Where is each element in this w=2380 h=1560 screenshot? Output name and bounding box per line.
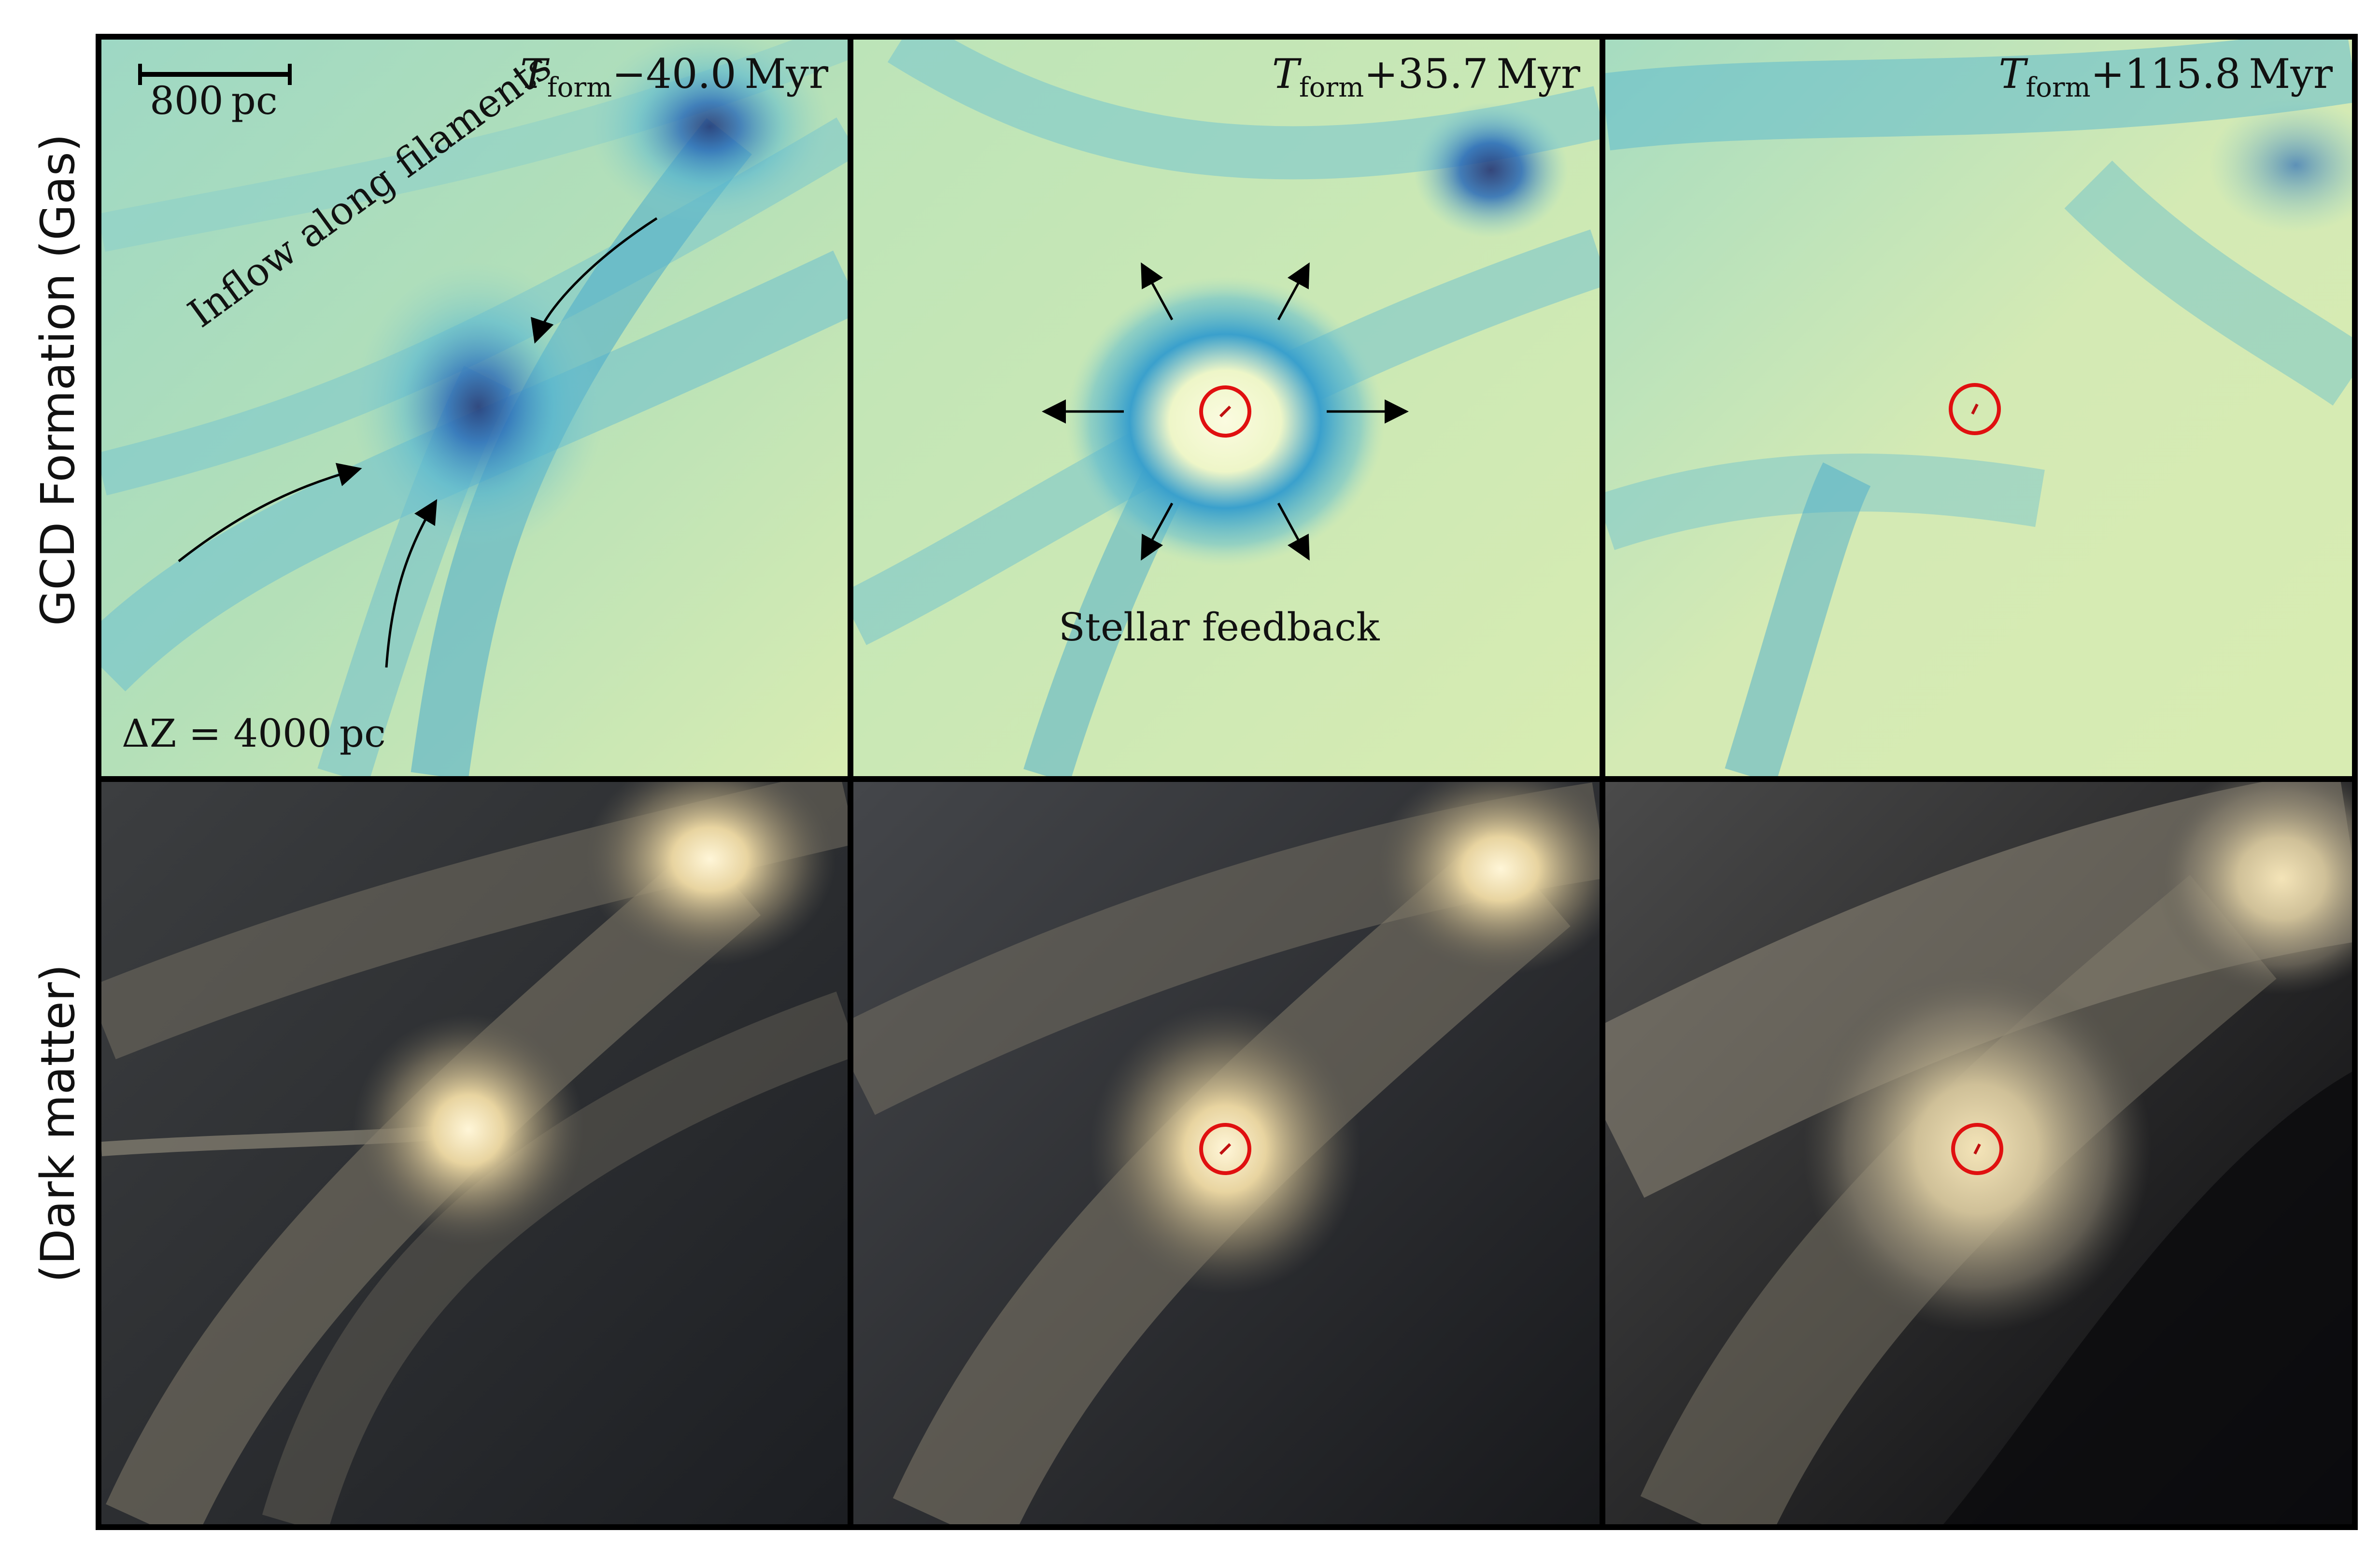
panel-grid: 800 pc Inflow along filaments ΔZ = 4000 … xyxy=(96,34,2358,1530)
gas-panel-2: Stellar feedback Tform+35.7 Myr xyxy=(853,40,1600,776)
depth-label: ΔZ = 4000 pc xyxy=(122,711,386,756)
cluster-marker xyxy=(1951,1123,2003,1175)
cluster-marker xyxy=(1199,385,1251,438)
dm-density-map-2 xyxy=(853,782,1600,1524)
time-offset: +35.7 Myr xyxy=(1364,50,1580,98)
time-label-3: Tform+115.8 Myr xyxy=(1998,50,2333,103)
dm-panel-2 xyxy=(853,782,1600,1524)
gas-density-map-2 xyxy=(853,40,1600,776)
time-symbol: T xyxy=(1998,50,2026,98)
gas-panel-3: Tform+115.8 Myr xyxy=(1605,40,2352,776)
time-subscript: form xyxy=(547,71,612,103)
time-offset: +115.8 Myr xyxy=(2090,50,2333,98)
time-offset: −40.0 Myr xyxy=(612,50,828,98)
gas-panel-1: 800 pc Inflow along filaments ΔZ = 4000 … xyxy=(101,40,848,776)
gas-density-map-3 xyxy=(1605,40,2352,776)
dm-panel-1 xyxy=(101,782,848,1524)
feedback-annotation: Stellar feedback xyxy=(1059,605,1380,650)
time-label-1: Tform−40.0 Myr xyxy=(520,50,828,103)
time-symbol: T xyxy=(1272,50,1299,98)
dm-density-map-1 xyxy=(101,782,848,1524)
time-symbol: T xyxy=(520,50,547,98)
gas-density-map-1 xyxy=(101,40,848,776)
row-label-dark-matter: (Dark matter) xyxy=(31,964,85,1283)
cluster-marker xyxy=(1199,1123,1251,1175)
time-subscript: form xyxy=(2026,71,2091,103)
row-label-gas: GCD Formation (Gas) xyxy=(31,133,85,626)
time-subscript: form xyxy=(1299,71,1364,103)
dm-density-map-3 xyxy=(1605,782,2352,1524)
cluster-marker xyxy=(1949,383,2001,435)
scale-bar-label: 800 pc xyxy=(150,78,278,123)
time-label-2: Tform+35.7 Myr xyxy=(1272,50,1580,103)
dm-panel-3 xyxy=(1605,782,2352,1524)
